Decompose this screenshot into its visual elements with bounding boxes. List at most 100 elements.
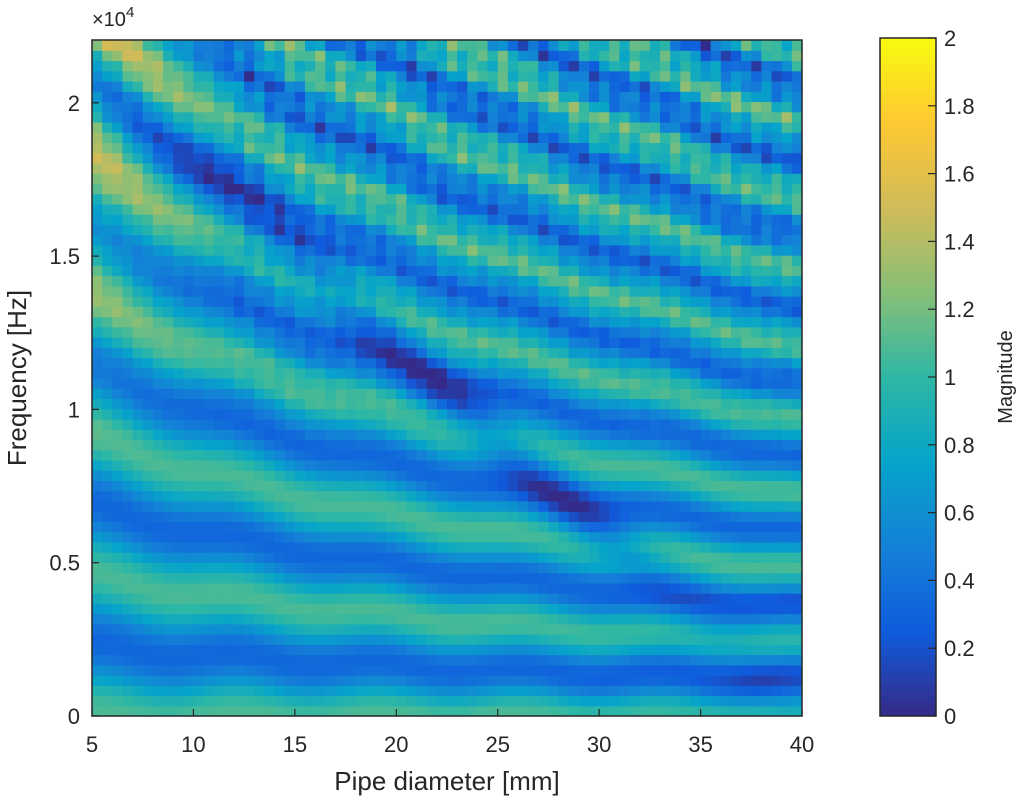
heatmap-cell bbox=[163, 255, 174, 266]
heatmap-cell bbox=[132, 429, 144, 441]
heatmap-cell bbox=[203, 459, 215, 471]
heatmap-cell bbox=[315, 326, 326, 338]
heatmap-cell bbox=[254, 285, 266, 297]
colorbar-tick-label: 0.4 bbox=[944, 568, 975, 593]
heatmap-cell bbox=[264, 449, 276, 461]
heatmap-cell bbox=[731, 60, 742, 72]
heatmap-cell bbox=[396, 541, 408, 553]
heatmap-cell bbox=[152, 644, 164, 656]
heatmap-cell bbox=[325, 306, 337, 318]
heatmap-cell bbox=[700, 214, 712, 225]
heatmap-cell bbox=[193, 449, 205, 461]
heatmap-cell bbox=[254, 173, 266, 184]
heatmap-cell bbox=[325, 449, 337, 461]
heatmap-cell bbox=[335, 398, 347, 410]
heatmap-cell bbox=[741, 357, 752, 369]
heatmap-cell bbox=[345, 541, 357, 553]
heatmap-cell bbox=[416, 480, 428, 492]
heatmap-cell bbox=[690, 326, 702, 338]
heatmap-cell bbox=[700, 132, 712, 144]
heatmap-cell bbox=[497, 634, 509, 645]
heatmap-cell bbox=[325, 60, 337, 72]
heatmap-cell bbox=[781, 316, 793, 328]
heatmap-cell bbox=[152, 500, 164, 512]
heatmap-cell bbox=[386, 357, 397, 369]
heatmap-cell bbox=[234, 121, 245, 133]
heatmap-cell bbox=[528, 337, 539, 348]
heatmap-cell bbox=[376, 449, 387, 461]
heatmap-cell bbox=[254, 388, 266, 400]
heatmap-cell bbox=[609, 398, 621, 410]
heatmap-cell bbox=[700, 582, 712, 594]
heatmap-cell bbox=[791, 500, 802, 512]
heatmap-cell bbox=[710, 50, 722, 62]
heatmap-cell bbox=[568, 418, 580, 430]
heatmap-cell bbox=[294, 593, 306, 604]
heatmap-cell bbox=[152, 203, 164, 215]
heatmap-cell bbox=[426, 193, 438, 205]
heatmap-cell bbox=[609, 388, 621, 400]
heatmap-cell bbox=[355, 531, 367, 543]
heatmap-cell bbox=[173, 234, 184, 246]
heatmap-cell bbox=[467, 675, 479, 686]
heatmap-cell bbox=[467, 275, 479, 287]
heatmap-cell bbox=[507, 275, 519, 287]
heatmap-cell bbox=[690, 562, 702, 574]
heatmap-cell bbox=[528, 234, 539, 246]
heatmap-cell bbox=[355, 306, 367, 318]
heatmap-cell bbox=[599, 80, 610, 92]
heatmap-cell bbox=[142, 326, 154, 338]
heatmap-cell bbox=[771, 326, 783, 338]
heatmap-cell bbox=[619, 214, 631, 225]
heatmap-cell bbox=[335, 531, 347, 543]
heatmap-cell bbox=[629, 285, 641, 297]
heatmap-cell bbox=[305, 695, 316, 707]
heatmap-cell bbox=[284, 255, 296, 266]
heatmap-cell bbox=[345, 378, 357, 389]
heatmap-cell bbox=[163, 306, 174, 318]
heatmap-cell bbox=[791, 326, 802, 338]
heatmap-cell bbox=[497, 50, 509, 62]
heatmap-cell bbox=[781, 214, 793, 225]
heatmap-cell bbox=[345, 603, 357, 615]
heatmap-cell bbox=[213, 644, 225, 656]
heatmap-cell bbox=[629, 91, 641, 103]
heatmap-cell bbox=[690, 593, 702, 604]
heatmap-cell bbox=[528, 398, 539, 410]
heatmap-cell bbox=[660, 357, 671, 369]
heatmap-cell bbox=[163, 101, 174, 113]
heatmap-cell bbox=[426, 60, 438, 72]
heatmap-cell bbox=[365, 152, 377, 164]
heatmap-cell bbox=[436, 367, 448, 379]
y-tick-label: 2 bbox=[68, 91, 80, 116]
heatmap-cell bbox=[629, 152, 641, 164]
heatmap-cell bbox=[477, 162, 489, 174]
heatmap-cell bbox=[741, 275, 752, 287]
heatmap-cell bbox=[548, 50, 560, 62]
heatmap-cell bbox=[700, 593, 712, 604]
heatmap-cell bbox=[578, 685, 590, 697]
heatmap-cell bbox=[122, 439, 134, 451]
heatmap-cell bbox=[751, 378, 763, 389]
heatmap-cell bbox=[518, 285, 529, 297]
heatmap-cell bbox=[649, 449, 661, 461]
heatmap-cell bbox=[720, 193, 732, 205]
heatmap-cell bbox=[426, 275, 438, 287]
heatmap-cell bbox=[467, 224, 479, 236]
heatmap-cell bbox=[173, 685, 184, 697]
heatmap-cell bbox=[376, 572, 387, 584]
heatmap-cell bbox=[599, 705, 610, 716]
heatmap-cell bbox=[234, 101, 245, 113]
heatmap-cell bbox=[234, 398, 245, 410]
heatmap-cell bbox=[203, 162, 215, 174]
heatmap-cell bbox=[213, 162, 225, 174]
heatmap-cell bbox=[781, 80, 793, 92]
heatmap-cell bbox=[589, 316, 600, 328]
heatmap-cell bbox=[102, 111, 113, 123]
heatmap-cell bbox=[680, 326, 692, 338]
heatmap-cell bbox=[487, 306, 499, 318]
heatmap-cell bbox=[639, 398, 651, 410]
heatmap-cell bbox=[741, 152, 752, 164]
heatmap-cell bbox=[660, 80, 671, 92]
heatmap-cell bbox=[477, 593, 489, 604]
